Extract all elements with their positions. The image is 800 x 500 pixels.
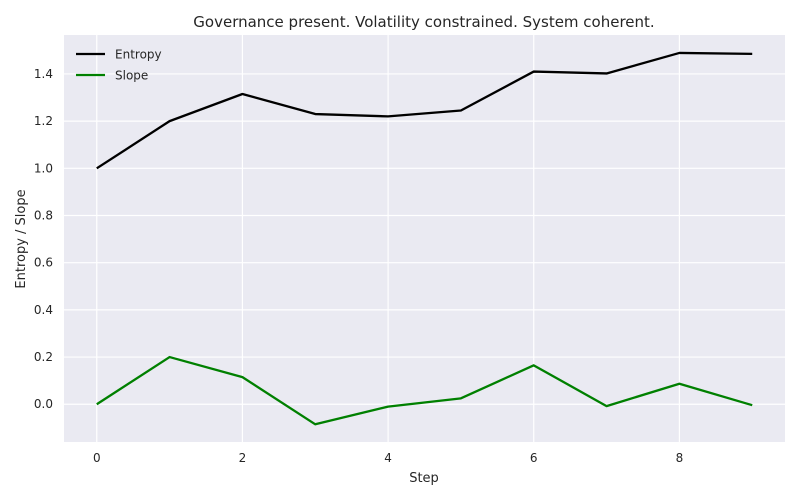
legend-label-entropy: Entropy xyxy=(115,48,162,62)
y-tick-label: 0.8 xyxy=(34,208,53,222)
x-tick-label: 2 xyxy=(239,451,247,465)
y-tick-label: 0.4 xyxy=(34,303,53,317)
legend-label-slope: Slope xyxy=(115,69,148,83)
x-axis-label: Step xyxy=(409,471,439,486)
y-tick-label: 1.0 xyxy=(34,161,53,175)
y-axis-label: Entropy / Slope xyxy=(14,189,29,288)
series-line-slope xyxy=(96,355,753,426)
y-tick-label: 1.4 xyxy=(34,67,53,81)
x-tick-label: 8 xyxy=(676,451,684,465)
x-tick-label: 0 xyxy=(93,451,101,465)
tick-labels: 0 2 4 6 8 0.0 0.2 0.4 0.6 0.8 1.0 1.2 1.4 xyxy=(34,67,683,465)
series-lines xyxy=(96,51,753,426)
legend: Entropy Slope xyxy=(76,48,162,83)
x-tick-label: 6 xyxy=(530,451,538,465)
x-tick-label: 4 xyxy=(384,451,392,465)
y-tick-label: 0.6 xyxy=(34,256,53,270)
plot-area xyxy=(64,35,785,442)
y-tick-label: 1.2 xyxy=(34,114,53,128)
y-tick-label: 0.0 xyxy=(34,397,53,411)
grid xyxy=(64,35,785,442)
series-line-entropy xyxy=(96,51,753,170)
chart-title: Governance present. Volatility constrain… xyxy=(193,13,654,31)
y-tick-label: 0.2 xyxy=(34,350,53,364)
